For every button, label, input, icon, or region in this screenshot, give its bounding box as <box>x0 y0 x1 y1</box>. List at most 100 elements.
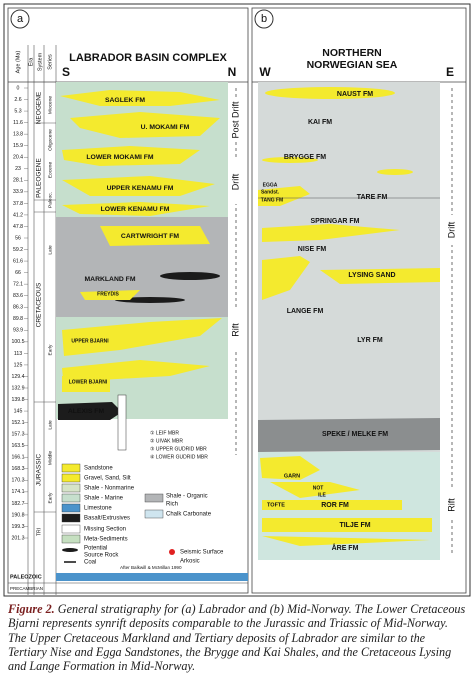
formation-label: SPRINGAR FM <box>311 218 360 225</box>
system-label: JURASSIC <box>36 454 43 486</box>
formation-label: LOWER MOKAMI FM <box>86 154 154 161</box>
legend-label: Sandstone <box>84 466 113 472</box>
age-label: 41.2 <box>13 212 23 218</box>
system-label: PALEOGENE <box>36 158 43 198</box>
age-label: 168.3 <box>12 466 25 472</box>
age-label: 86.3 <box>13 305 23 311</box>
missing-section <box>117 394 127 451</box>
age-label: 33.9 <box>13 189 23 195</box>
age-label: 20.4 <box>13 155 23 161</box>
basement-label: PALEOZOIC <box>10 574 42 580</box>
sandstone <box>262 224 400 242</box>
sandstone <box>100 226 210 246</box>
formation-label: EGGA <box>263 182 278 188</box>
member-label: ③ UPPER GUDRID MBR <box>150 446 207 452</box>
direction-label: E <box>446 65 454 79</box>
legend-label: Potential <box>84 546 107 552</box>
legend-label: Basalt/Extrusives <box>84 516 130 522</box>
sandstone <box>262 500 402 510</box>
sandstone <box>262 157 318 163</box>
member-label: ② UIVAK MBR <box>150 438 183 444</box>
series-label: Middle <box>47 451 53 465</box>
legend-label: Rich <box>166 502 178 508</box>
formation-label: UPPER BJARNI <box>71 338 109 344</box>
formation-label: FREYDIS <box>97 291 119 297</box>
legend-label: Shale - Marine <box>84 496 124 502</box>
age-label: 11.6 <box>13 120 23 126</box>
label-bg <box>447 215 457 245</box>
legend-label: Shale - Nonmarine <box>84 486 135 492</box>
legend-swatch <box>61 493 81 503</box>
shale-dark <box>258 418 440 452</box>
age-label: 199.3 <box>12 524 25 530</box>
formation-label: KAI FM <box>308 119 332 126</box>
series-label: Late <box>47 420 53 430</box>
formation-label: ALEXIS FM <box>68 408 105 415</box>
legend-swatch <box>169 549 175 555</box>
age-label: 166.1 <box>12 455 25 461</box>
tectonic-label: Post Drift <box>230 101 240 139</box>
formation-label: LYR FM <box>357 337 383 344</box>
age-label: 13.8 <box>13 132 23 138</box>
formation-label: GARN <box>284 473 300 479</box>
legend-swatch <box>61 483 81 493</box>
legend-label: Seismic Surface <box>180 550 224 556</box>
formation-label: TILJE FM <box>339 522 370 529</box>
sandstone <box>262 518 432 532</box>
panel-label-circle <box>10 9 30 29</box>
age-label: 0 <box>17 85 20 91</box>
sandstone <box>62 202 210 216</box>
caption-label: Figure 2. <box>8 602 55 616</box>
age-label: 182.7 <box>12 501 25 507</box>
legend-label: Limestone <box>84 506 112 512</box>
formation-label: Sandst. <box>261 189 280 195</box>
caption: Figure 2. General stratigraphy for (a) L… <box>8 602 466 673</box>
label-bg <box>231 308 241 352</box>
panel-title: NORTHERN <box>322 47 382 59</box>
formation-label: MARKLAND FM <box>85 276 136 283</box>
panel-label: a <box>17 13 24 25</box>
legend-swatch <box>61 473 81 483</box>
label-bg <box>231 160 241 204</box>
column-header: Era <box>28 57 34 67</box>
formation-label: NISE FM <box>298 246 327 253</box>
system-label: CRETACEOUS <box>36 282 43 327</box>
system-label: TRI <box>36 528 42 536</box>
age-label: 5.3 <box>14 108 21 114</box>
sandstone <box>62 374 110 392</box>
label-bg <box>231 98 241 142</box>
member-label: ④ LOWER GUDRID MBR <box>150 454 208 460</box>
column-header: Age (Ma) <box>15 51 21 74</box>
direction-label: W <box>259 65 271 79</box>
sandstone <box>377 169 413 175</box>
age-label: 89.8 <box>13 316 23 322</box>
tectonic-label: Rift <box>446 498 456 512</box>
sandstone <box>260 456 320 480</box>
legend-label: Coal <box>84 560 96 566</box>
formation-label: SAGLEK FM <box>105 97 145 104</box>
sandstone <box>262 256 310 300</box>
legend-swatch <box>144 509 164 519</box>
tectonic-label: Drift <box>230 173 240 190</box>
formation-label: TOFTE <box>267 502 285 508</box>
caption-text: General stratigraphy for (a) Labrador an… <box>8 602 466 674</box>
age-label: 132.9 <box>12 385 25 391</box>
series-label: Oligocene <box>47 129 53 151</box>
age-label: 145 <box>14 408 23 414</box>
formation-label: U. MOKAMI FM <box>141 124 190 131</box>
formation-label: ÅRE FM <box>332 543 359 552</box>
sandstone <box>60 90 220 106</box>
age-label: 113 <box>14 351 22 357</box>
sandstone <box>258 186 310 206</box>
legend-label: Gravel, Sand, Silt <box>84 476 131 482</box>
system-label: NEOGENE <box>36 91 43 124</box>
age-label: 72.1 <box>13 282 23 288</box>
panel-label: b <box>261 13 267 25</box>
age-label: 201.3 <box>12 535 25 541</box>
age-label: 83.6 <box>13 293 23 299</box>
sandstone <box>70 112 220 138</box>
age-label: 139.8 <box>12 397 25 403</box>
